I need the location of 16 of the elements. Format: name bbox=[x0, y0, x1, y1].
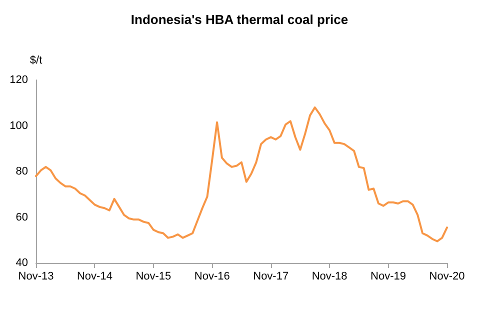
x-tick-label: Nov-13 bbox=[18, 270, 54, 282]
line-series bbox=[35, 106, 448, 242]
x-tick-label: Nov-15 bbox=[136, 270, 172, 282]
x-tick-label: Nov-20 bbox=[429, 270, 465, 282]
y-tick-label: 80 bbox=[16, 166, 28, 178]
x-tick-label: Nov-16 bbox=[194, 270, 230, 282]
x-tick-label: Nov-19 bbox=[370, 270, 406, 282]
y-axis-title: $/t bbox=[30, 54, 42, 66]
x-tick-label: Nov-18 bbox=[312, 270, 348, 282]
y-tick-label: 60 bbox=[16, 211, 28, 224]
x-tick-label: Nov-14 bbox=[76, 270, 112, 282]
y-tick-label: 40 bbox=[16, 257, 28, 269]
x-tick-label: Nov-17 bbox=[253, 270, 289, 282]
y-tick-label: 100 bbox=[10, 120, 28, 132]
y-tick-label: 120 bbox=[10, 74, 28, 86]
chart-title: Indonesia's HBA thermal coal price bbox=[130, 12, 348, 27]
